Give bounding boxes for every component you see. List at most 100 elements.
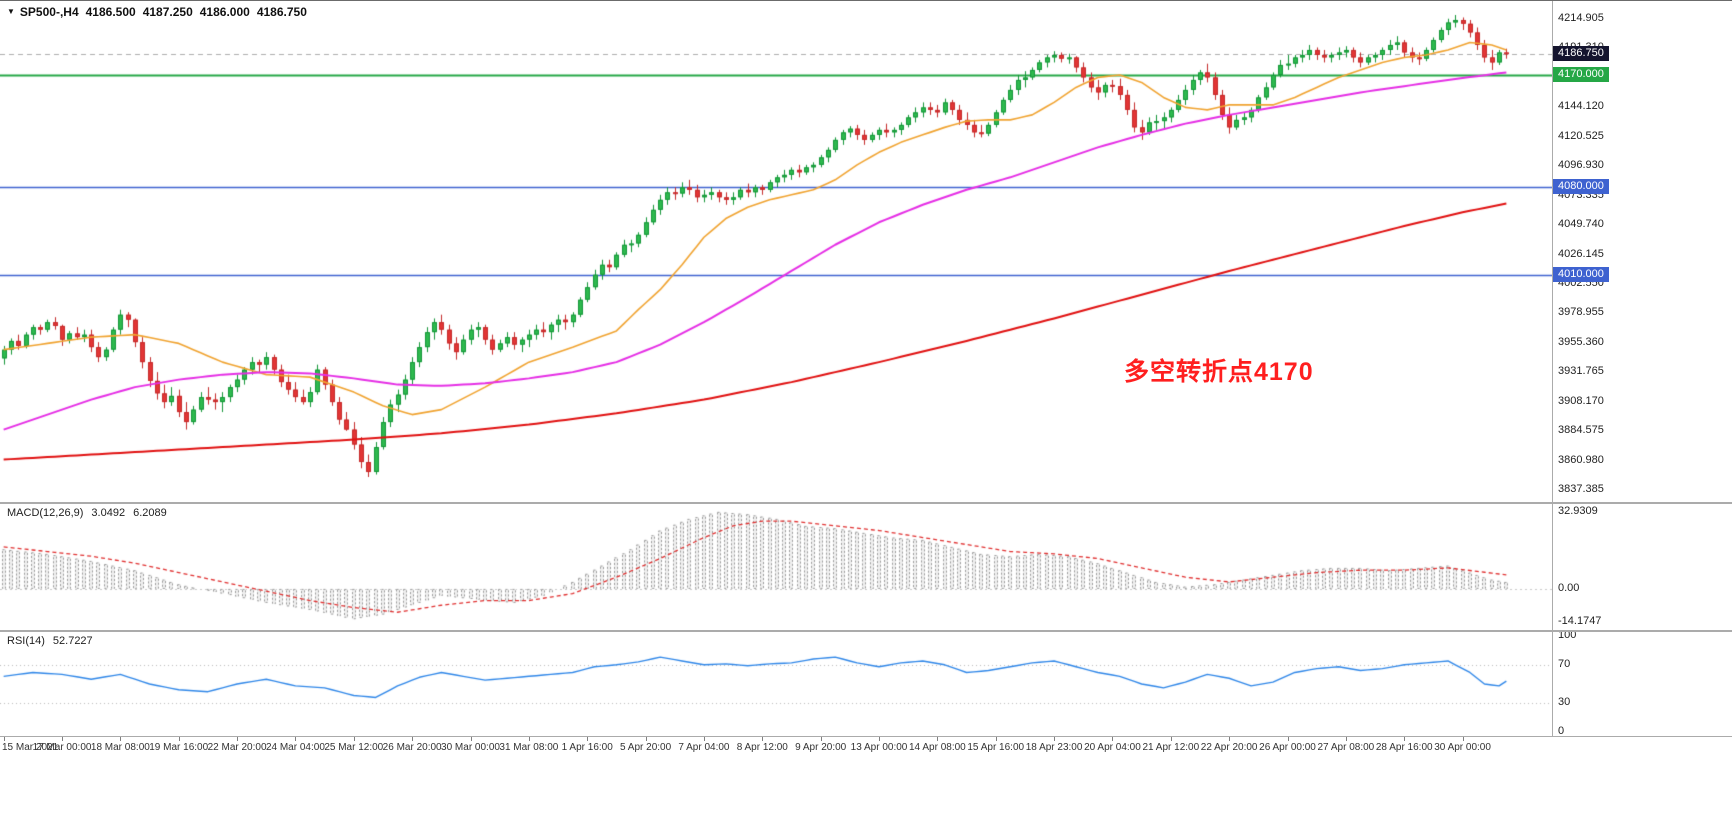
chart-canvas[interactable]: [0, 0, 1552, 736]
time-axis-tick: [821, 737, 822, 741]
time-axis-tick: [120, 737, 121, 741]
macd-signal-value: 6.2089: [133, 507, 167, 519]
time-axis-label: 21 Apr 12:00: [1142, 742, 1200, 753]
time-axis-label: 28 Apr 16:00: [1375, 742, 1433, 753]
time-axis-tick: [1463, 737, 1464, 741]
time-axis-label: 25 Mar 12:00: [324, 742, 384, 753]
time-axis-tick: [1346, 737, 1347, 741]
time-axis-tick: [646, 737, 647, 741]
time-axis-label: 20 Apr 04:00: [1084, 742, 1141, 753]
time-axis-tick: [704, 737, 705, 741]
price-axis-label: 4096.930: [1558, 159, 1604, 172]
time-axis-label: 18 Mar 08:00: [90, 742, 150, 753]
time-axis-label: 22 Apr 20:00: [1200, 742, 1258, 753]
time-axis-tick: [1112, 737, 1113, 741]
time-axis-label: 9 Apr 20:00: [795, 742, 847, 753]
macd-axis-label: 32.9309: [1558, 505, 1598, 517]
time-axis-label: 24 Mar 04:00: [265, 742, 325, 753]
rsi-axis-label: 100: [1558, 629, 1577, 641]
rsi-value: 52.7227: [52, 635, 93, 647]
price-axis[interactable]: [1553, 0, 1732, 736]
time-axis-label: 22 Mar 20:00: [207, 742, 267, 753]
time-axis-tick: [1171, 737, 1172, 741]
symbol-period-label: SP500-,H4: [19, 5, 79, 19]
time-axis-label: 26 Mar 20:00: [382, 742, 442, 753]
time-axis-tick: [1404, 737, 1405, 741]
time-axis-label: 5 Apr 20:00: [620, 742, 672, 753]
price-axis-label: 3837.385: [1558, 483, 1604, 496]
symbol-info: ▼ SP500-,H4 4186.500 4187.250 4186.000 4186.7…: [7, 5, 314, 19]
rsi-label: RSI(14) 52.7227: [7, 635, 101, 647]
time-axis-tick: [1229, 737, 1230, 741]
time-axis-label: 8 Apr 12:00: [736, 742, 788, 753]
chart-marker-icon: ▼: [7, 7, 15, 16]
time-axis-tick: [879, 737, 880, 741]
time-axis-border: [0, 736, 1732, 737]
price-axis-label: 4214.905: [1558, 11, 1604, 24]
rsi-name: RSI(14): [7, 635, 45, 647]
price-axis-label: 3860.980: [1558, 453, 1604, 466]
time-axis-label: 18 Apr 23:00: [1025, 742, 1083, 753]
time-axis-label: 30 Apr 00:00: [1434, 742, 1491, 753]
time-axis-label: 31 Mar 08:00: [499, 742, 559, 753]
macd-label: MACD(12,26,9) 3.0492 6.2089: [7, 507, 175, 519]
high-value: 4187.250: [142, 5, 193, 19]
macd-name: MACD(12,26,9): [7, 507, 84, 519]
open-value: 4186.500: [85, 5, 136, 19]
time-axis-tick: [354, 737, 355, 741]
time-axis-tick: [1054, 737, 1055, 741]
price-axis-label: 3978.955: [1558, 306, 1604, 319]
time-axis[interactable]: [0, 738, 1732, 760]
time-axis-label: 1 Apr 16:00: [561, 742, 613, 753]
low-value: 4186.000: [199, 5, 250, 19]
current-price-tag: 4186.750: [1553, 46, 1609, 61]
time-axis-tick: [529, 737, 530, 741]
time-axis-tick: [1288, 737, 1289, 741]
window-top-border: [0, 0, 1732, 1]
time-axis-label: 26 Apr 00:00: [1259, 742, 1316, 753]
macd-axis-label: 0.00: [1558, 581, 1580, 594]
time-axis-label: 7 Apr 04:00: [678, 742, 730, 753]
time-axis-tick: [937, 737, 938, 741]
time-axis-label: 17 Mar 00:00: [32, 742, 92, 753]
price-axis-label: 3884.575: [1558, 424, 1604, 437]
panel-separator-main-macd[interactable]: [0, 502, 1732, 504]
price-axis-label: 3955.360: [1558, 335, 1604, 348]
price-axis-label: 4049.740: [1558, 218, 1604, 231]
macd-axis-label: -14.1747: [1558, 615, 1602, 627]
time-axis-tick: [996, 737, 997, 741]
level-price-tag-4170[interactable]: 4170.000: [1553, 66, 1609, 82]
time-axis-tick: [471, 737, 472, 741]
panel-separator-macd-rsi[interactable]: [0, 630, 1732, 632]
time-axis-label: 15 Mar 2021: [2, 742, 59, 753]
time-axis-tick: [62, 737, 63, 741]
time-axis-label: 13 Apr 00:00: [850, 742, 908, 753]
time-axis-label: 27 Apr 08:00: [1317, 742, 1375, 753]
price-axis-label: 3908.170: [1558, 394, 1604, 407]
price-axis-border: [1552, 0, 1553, 737]
time-axis-label: 30 Mar 00:00: [441, 742, 500, 753]
price-axis-label: 4144.120: [1558, 100, 1604, 113]
time-axis-label: 14 Apr 08:00: [909, 742, 966, 753]
level-price-tag-4080[interactable]: 4080.000: [1553, 179, 1609, 195]
price-axis-label: 3931.765: [1558, 365, 1604, 378]
chart-annotation: 多空转折点4170: [1124, 358, 1314, 386]
time-axis-tick: [587, 737, 588, 741]
rsi-axis-label: 30: [1558, 696, 1571, 709]
time-axis-tick: [412, 737, 413, 741]
close-value: 4186.750: [256, 5, 307, 19]
rsi-axis-label: 0: [1558, 725, 1565, 737]
price-axis-label: 4026.145: [1558, 247, 1604, 260]
rsi-axis-label: 70: [1558, 657, 1571, 670]
time-axis-label: 19 Mar 16:00: [149, 742, 209, 753]
macd-main-value: 3.0492: [91, 507, 126, 519]
time-axis-tick: [762, 737, 763, 741]
time-axis-label: 15 Apr 16:00: [967, 742, 1025, 753]
level-price-tag-4010[interactable]: 4010.000: [1553, 266, 1609, 282]
time-axis-tick: [295, 737, 296, 741]
time-axis-tick: [4, 737, 5, 741]
time-axis-tick: [179, 737, 180, 741]
time-axis-tick: [237, 737, 238, 741]
price-axis-label: 4120.525: [1558, 129, 1604, 142]
